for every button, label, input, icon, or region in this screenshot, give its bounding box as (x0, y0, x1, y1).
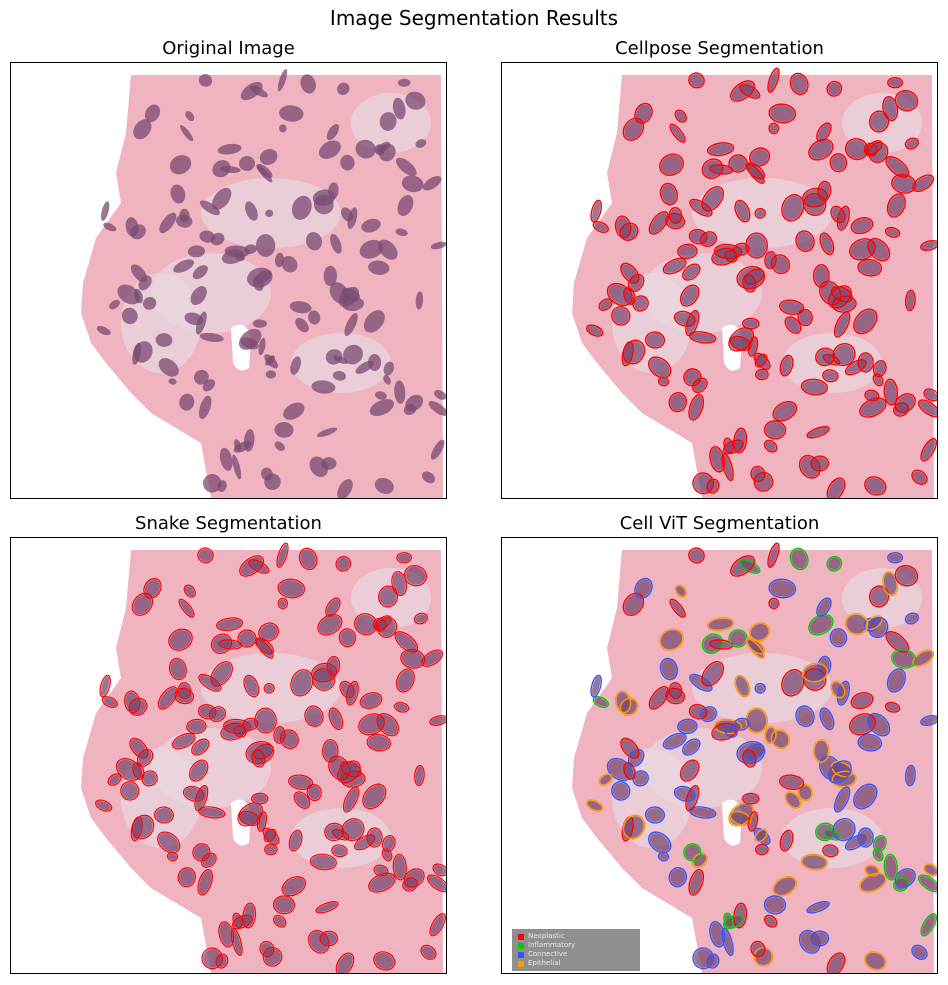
legend-swatch (518, 951, 524, 958)
legend-label: Neoplastic (528, 932, 565, 940)
panel-snake (10, 537, 447, 974)
tissue-image-cellvit (502, 538, 937, 973)
legend-label: Epithelial (528, 959, 561, 967)
tissue-image-snake (11, 538, 446, 973)
legend-swatch (518, 933, 524, 940)
tissue-image-cellpose (502, 63, 937, 498)
panel-title-cellpose: Cellpose Segmentation (615, 38, 824, 59)
panel-cellvit: Neoplastic Inflammatory Connective Epith… (501, 537, 938, 974)
legend-swatch (518, 942, 524, 949)
panel-original-image (10, 62, 447, 499)
legend-item-connective: Connective (518, 950, 634, 959)
legend-item-epithelial: Epithelial (518, 959, 634, 968)
panel-cellpose (501, 62, 938, 499)
tissue-image-original (11, 63, 446, 498)
legend-item-neoplastic: Neoplastic (518, 932, 634, 941)
panel-title-snake: Snake Segmentation (135, 513, 322, 534)
legend-label: Connective (528, 950, 568, 958)
figure-title: Image Segmentation Results (329, 6, 619, 30)
panel-title-cellvit: Cell ViT Segmentation (619, 513, 820, 534)
legend-swatch (518, 960, 524, 967)
legend-label: Inflammatory (528, 941, 576, 949)
panel-title-original: Original Image (162, 38, 295, 59)
cell-type-legend: Neoplastic Inflammatory Connective Epith… (512, 929, 640, 971)
legend-item-inflammatory: Inflammatory (518, 941, 634, 950)
